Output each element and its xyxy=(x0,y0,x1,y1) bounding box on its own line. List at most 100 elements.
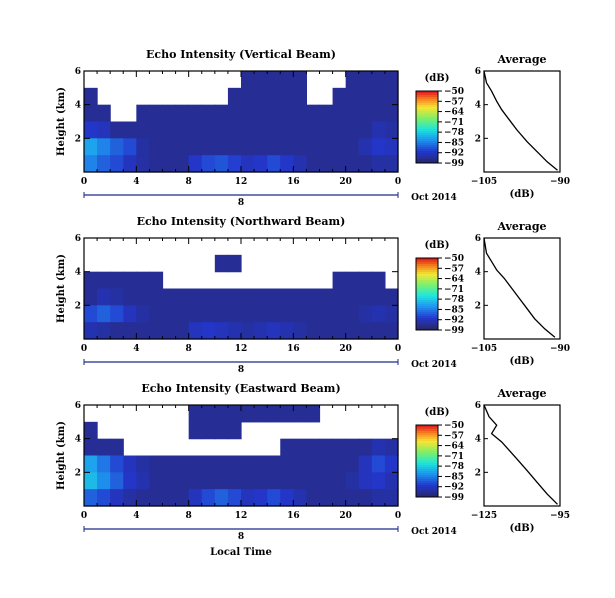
colorbar-swatch xyxy=(416,449,438,452)
heatmap-cell xyxy=(162,455,177,473)
heatmap-cell xyxy=(319,288,334,306)
heatmap-cell xyxy=(332,288,347,306)
heatmap-cell xyxy=(149,138,164,156)
heatmap-cell xyxy=(254,104,268,123)
colorbar-tick-label: −64 xyxy=(444,442,464,452)
heatmap-cell xyxy=(371,155,386,173)
colorbar-tick-label: −78 xyxy=(444,128,464,138)
heatmap-cell xyxy=(97,489,111,507)
heatmap-cell xyxy=(97,104,111,123)
heatmap-cell xyxy=(136,138,151,156)
heatmap-cell xyxy=(84,87,98,106)
heatmap-cell xyxy=(358,438,373,457)
heatmap-cell xyxy=(241,87,255,106)
heatmap-cell xyxy=(241,288,255,306)
heatmap-cell xyxy=(123,288,137,306)
colorbar-unit: (dB) xyxy=(425,407,450,418)
heatmap-cell xyxy=(371,288,386,306)
colorbar-tick-label: −50 xyxy=(444,87,464,97)
average-y-tick-label: 4 xyxy=(475,268,481,278)
colorbar-swatch xyxy=(416,437,438,440)
heatmap-cell xyxy=(332,438,347,457)
heatmap-cell xyxy=(123,322,137,340)
heatmap-cell xyxy=(241,121,255,139)
heatmap-cell xyxy=(358,305,373,323)
heatmap-cell xyxy=(201,288,216,306)
panel-1: Echo Intensity (Northward Beam) 2 4 6 0 4 8 12 1… xyxy=(56,215,570,375)
heatmap-cell xyxy=(371,87,386,106)
colorbar-swatch xyxy=(416,127,438,130)
heatmap-cell xyxy=(214,138,229,156)
heatmap-cell xyxy=(227,104,242,123)
heatmap-cell xyxy=(280,405,294,423)
heatmap-cell xyxy=(358,87,373,106)
heatmap-cell xyxy=(319,489,334,507)
average-x-tick-label: −125 xyxy=(471,511,497,521)
average-frame xyxy=(483,70,561,173)
heatmap-cell xyxy=(84,489,98,507)
heatmap-cell xyxy=(149,472,164,490)
y-tick-label: 4 xyxy=(75,268,81,278)
heatmap-cell xyxy=(371,322,386,340)
heatmap-cell xyxy=(149,489,164,507)
heatmap-cell xyxy=(201,455,216,473)
heatmap-cell xyxy=(241,138,255,156)
colorbar-swatch xyxy=(416,298,438,301)
heatmap-cell xyxy=(162,121,177,139)
heatmap-cell xyxy=(110,489,124,507)
heatmap-cell xyxy=(267,87,281,106)
colorbar-swatch xyxy=(416,286,438,289)
average-y-tick-label: 6 xyxy=(475,234,481,244)
heatmap-cell xyxy=(254,288,268,306)
colorbar-tick-label: −71 xyxy=(444,285,464,295)
heatmap-cell xyxy=(201,104,216,123)
colorbar-tick-label: −92 xyxy=(444,149,464,159)
heatmap-cell xyxy=(332,138,347,156)
heatmap-cell xyxy=(345,455,360,473)
average-y-tick-label: 4 xyxy=(475,101,481,111)
colorbar-swatch xyxy=(416,425,438,428)
heatmap-cell xyxy=(201,121,216,139)
colorbar-swatch xyxy=(416,103,438,106)
y-tick-label: 6 xyxy=(75,67,81,77)
colorbar-swatch xyxy=(416,264,438,267)
colorbar-swatch xyxy=(416,93,438,96)
heatmap-cell xyxy=(214,121,229,139)
heatmap-cell xyxy=(254,305,268,323)
average-profile-line xyxy=(483,70,558,171)
average-title: Average xyxy=(496,220,546,233)
heatmap-cell xyxy=(345,155,360,173)
heatmap-cell xyxy=(319,455,334,473)
colorbar-swatch xyxy=(416,139,438,142)
colorbar-swatch xyxy=(416,268,438,271)
heatmap-cell xyxy=(188,322,203,340)
colorbar-swatch xyxy=(416,276,438,279)
heatmap-cell xyxy=(136,305,151,323)
heatmap-cell xyxy=(175,104,190,123)
colorbar-swatch xyxy=(416,302,438,305)
x-tick-label: 12 xyxy=(235,344,248,354)
colorbar-swatch xyxy=(416,431,438,434)
colorbar-swatch xyxy=(416,290,438,293)
colorbar-swatch xyxy=(416,457,438,460)
average-frame xyxy=(483,237,561,340)
average-y-tick-label: 2 xyxy=(475,134,481,144)
heatmap-cell xyxy=(254,71,268,89)
heatmap-cell xyxy=(306,455,321,473)
colorbar-swatch xyxy=(416,300,438,303)
heatmap-cell xyxy=(267,489,281,507)
colorbar-tick-label: −78 xyxy=(444,295,464,305)
average-y-tick-label: 6 xyxy=(475,67,481,77)
heatmap-cell xyxy=(371,104,386,123)
heatmap-cell xyxy=(201,155,216,173)
heatmap-cell xyxy=(267,138,281,156)
colorbar-swatch xyxy=(416,427,438,430)
heatmap-cell xyxy=(84,305,98,323)
y-tick-label: 4 xyxy=(75,435,81,445)
average-x-tick-label: −105 xyxy=(471,177,497,187)
heatmap-cell xyxy=(227,455,242,473)
heatmap-cell xyxy=(254,489,268,507)
heatmap-cell xyxy=(384,305,399,323)
heatmap-cell xyxy=(319,438,334,457)
heatmap-cell xyxy=(227,87,242,106)
